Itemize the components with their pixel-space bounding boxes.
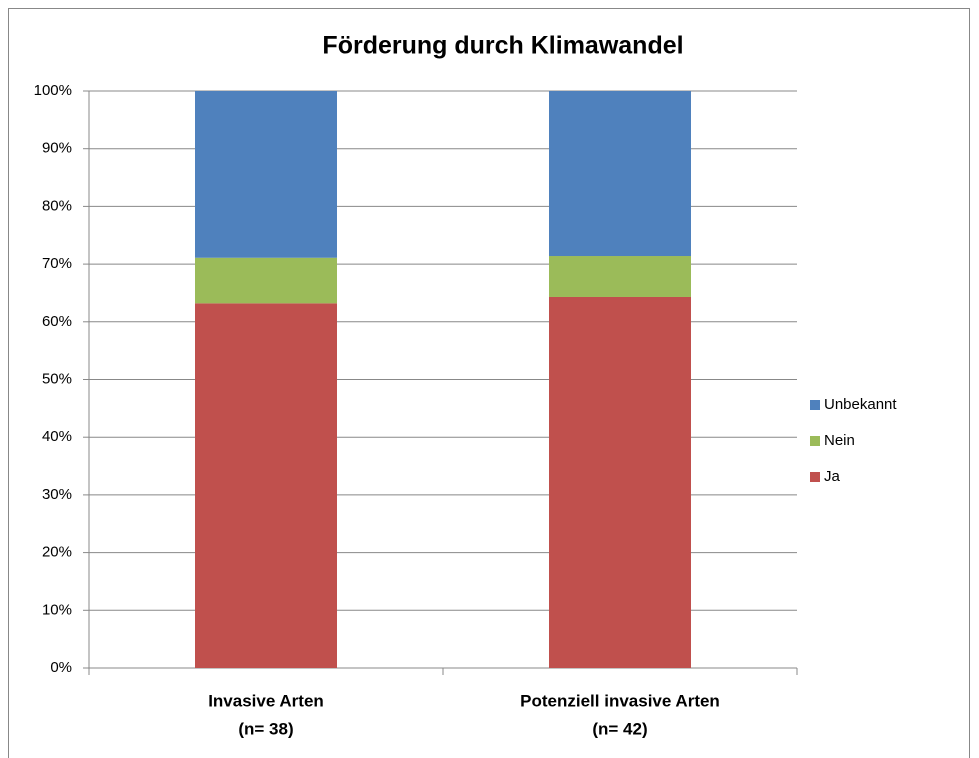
legend-label: Nein <box>824 432 855 449</box>
legend-label: Ja <box>824 468 841 485</box>
chart-border <box>8 8 970 758</box>
legend-swatch <box>810 436 820 446</box>
bar-segment <box>195 91 337 258</box>
y-tick-label: 90% <box>42 140 72 157</box>
y-tick-label: 30% <box>42 486 72 503</box>
bar-segment <box>195 257 337 304</box>
y-tick-label: 60% <box>42 313 72 330</box>
legend-swatch <box>810 472 820 482</box>
y-tick-label: 50% <box>42 370 72 387</box>
x-tick-label: (n= 38) <box>238 719 293 738</box>
x-tick-label: Invasive Arten <box>208 691 324 710</box>
y-tick-label: 80% <box>42 197 72 214</box>
legend-label: Unbekannt <box>824 396 897 413</box>
y-tick-label: 20% <box>42 544 72 561</box>
y-tick-label: 40% <box>42 428 72 445</box>
y-tick-label: 70% <box>42 255 72 272</box>
chart-title: Förderung durch Klimawandel <box>322 32 683 60</box>
bar-segment <box>549 91 691 257</box>
legend-swatch <box>810 400 820 410</box>
y-tick-label: 10% <box>42 601 72 618</box>
bar-segment <box>195 303 337 668</box>
y-tick-label: 100% <box>34 82 72 99</box>
x-tick-label: (n= 42) <box>592 719 647 738</box>
bar-segment <box>549 256 691 297</box>
y-tick-label: 0% <box>50 659 72 676</box>
bar-segment <box>549 296 691 668</box>
x-tick-label: Potenziell invasive Arten <box>520 691 720 710</box>
